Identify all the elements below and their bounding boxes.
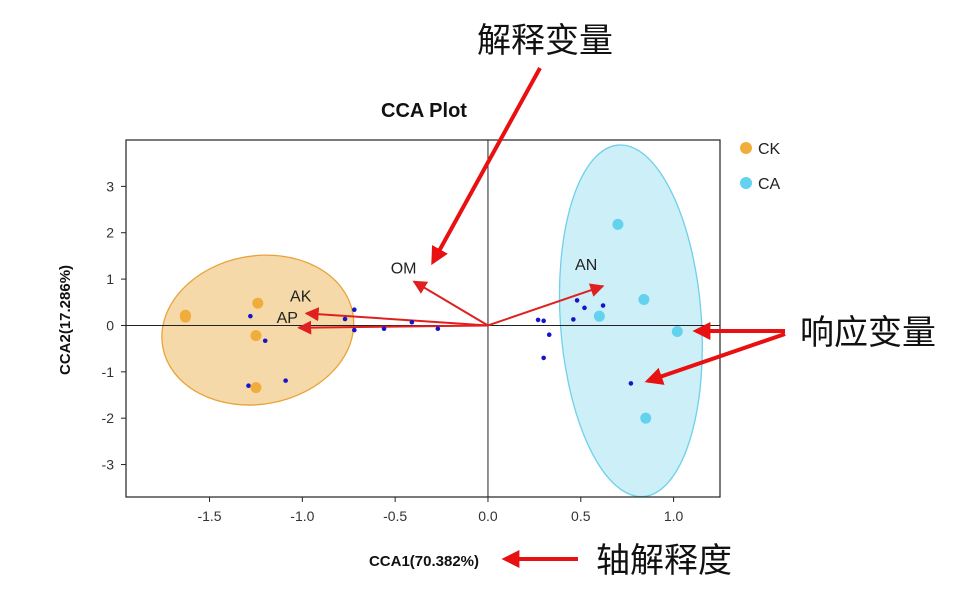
species-point: [352, 327, 357, 333]
vector-label-om: OM: [391, 260, 417, 277]
species-point: [342, 316, 348, 322]
sample-point-ca: [640, 412, 652, 424]
sample-point-ck: [252, 297, 264, 309]
sample-points: [179, 218, 683, 424]
annotation-axis-explanation: 轴解释度: [596, 541, 732, 581]
sample-point-ck: [179, 311, 191, 323]
species-point: [409, 319, 415, 325]
species-point: [246, 383, 251, 389]
species-point: [628, 381, 634, 386]
y-tick-label: 2: [106, 225, 114, 241]
legend-marker-ck: [740, 142, 752, 154]
x-axis-ticks: -1.5 -1.0 -0.5 0.0 0.5 1.0: [197, 497, 684, 524]
species-point: [381, 326, 387, 332]
vector-labels: AK AP OM AN: [277, 257, 598, 327]
y-axis-label: CCA2(17.286%): [57, 265, 74, 375]
annotation-arrow-explanatory: [431, 67, 542, 266]
vector-ak: [304, 307, 489, 327]
legend-label-ca: CA: [758, 176, 781, 193]
species-point: [248, 313, 253, 319]
confidence-ellipses: [161, 144, 703, 498]
legend-item-ck[interactable]: CK: [740, 141, 781, 158]
species-point: [541, 355, 546, 361]
x-tick-label: -1.5: [197, 508, 221, 524]
y-tick-label: 0: [106, 317, 114, 333]
vector-an: [487, 283, 605, 327]
x-tick-label: -1.0: [290, 508, 314, 524]
environment-vectors: [297, 280, 605, 335]
species-points: [246, 298, 634, 389]
legend-item-ca[interactable]: CA: [740, 176, 781, 193]
sample-point-ck: [250, 382, 262, 394]
plot-frame: [125, 139, 721, 498]
x-axis-label: CCA1(70.382%): [369, 553, 479, 570]
annotation-response-variables: 响应变量: [800, 313, 936, 353]
x-tick-label: 0.5: [571, 508, 591, 524]
vector-ap: [297, 320, 488, 335]
species-point: [541, 318, 546, 324]
species-point: [435, 326, 441, 332]
sample-point-ca: [612, 218, 624, 230]
sample-point-ck: [250, 330, 262, 342]
species-point: [571, 317, 576, 322]
vector-label-ap: AP: [277, 310, 298, 327]
sample-point-ca: [593, 310, 605, 322]
y-axis-ticks: -3 -2 -1 0 1 2 3: [102, 178, 126, 473]
species-point: [283, 378, 288, 383]
species-point: [352, 307, 357, 312]
vector-om: [412, 280, 489, 327]
y-tick-label: 3: [106, 178, 114, 194]
ellipse-ck: [161, 254, 355, 406]
y-tick-label: -3: [102, 457, 115, 473]
species-point: [582, 305, 587, 311]
y-tick-label: -2: [102, 410, 115, 426]
x-tick-label: 1.0: [664, 508, 684, 524]
legend: CK CA: [740, 141, 781, 193]
legend-marker-ca: [740, 177, 752, 189]
species-point: [546, 332, 552, 338]
species-point: [600, 303, 606, 308]
species-point: [574, 298, 580, 303]
annotation-arrow-response-2: [644, 332, 786, 385]
annotation-explanatory-variables: 解释变量: [477, 21, 613, 61]
species-point: [262, 338, 268, 344]
species-point: [535, 317, 541, 323]
chart-title: CCA Plot: [381, 100, 467, 122]
sample-point-ca: [638, 293, 650, 305]
vector-label-an: AN: [575, 257, 597, 274]
x-tick-label: 0.0: [478, 508, 498, 524]
vector-label-ak: AK: [290, 288, 312, 305]
sample-point-ca: [671, 325, 683, 337]
x-tick-label: -0.5: [383, 508, 407, 524]
y-tick-label: 1: [106, 271, 114, 287]
legend-label-ck: CK: [758, 141, 781, 158]
y-tick-label: -1: [102, 364, 115, 380]
annotations: 解释变量 响应变量 轴解释度: [431, 21, 936, 581]
